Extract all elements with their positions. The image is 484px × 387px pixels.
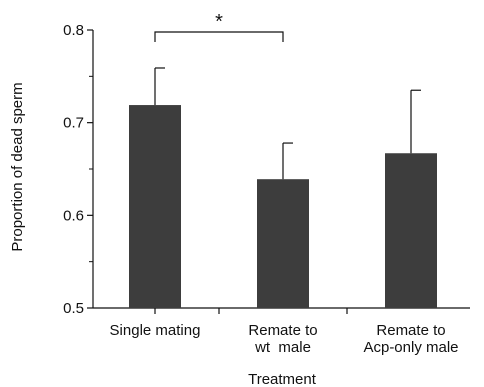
y-tick-label: 0.8 <box>63 22 84 39</box>
bar <box>129 105 181 308</box>
y-tick-label: 0.7 <box>63 115 84 132</box>
bars <box>129 105 437 308</box>
bar <box>385 153 437 308</box>
bracket-line <box>154 31 284 42</box>
x-category-label: wt male <box>254 339 311 356</box>
y-axis-title: Proportion of dead sperm <box>9 82 26 251</box>
y-tick-label: 0.5 <box>63 300 84 317</box>
y-ticks: 0.5 0.6 0.7 0.8 <box>63 22 93 317</box>
error-bars <box>154 67 421 180</box>
y-tick-label: 0.6 <box>63 207 84 224</box>
x-category-label: Remate to <box>248 322 317 339</box>
significance-star: * <box>215 11 223 33</box>
x-category-label: Acp-only male <box>363 339 458 356</box>
x-category-label: Single mating <box>110 322 201 339</box>
significance-bracket: * <box>154 11 284 42</box>
x-category-label: Remate to <box>376 322 445 339</box>
bar <box>257 179 309 308</box>
x-axis-title: Treatment <box>248 371 317 387</box>
